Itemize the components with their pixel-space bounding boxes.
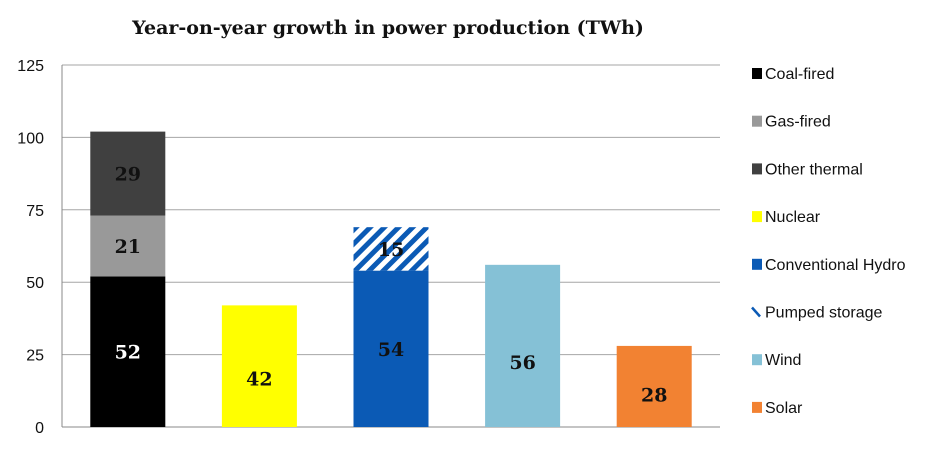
chart-title: Year-on-year growth in power production … <box>131 17 644 39</box>
bar-stack: 52 21 29 <box>90 131 166 427</box>
legend-swatch <box>752 354 762 366</box>
legend-item: Nuclear <box>752 209 821 226</box>
data-label: 56 <box>509 352 535 374</box>
data-label: 54 <box>378 339 404 361</box>
bar-segment <box>353 227 429 271</box>
bar-stack: 54 15 <box>353 227 429 427</box>
legend-label: Wind <box>765 352 801 369</box>
legend-label: Solar <box>765 400 803 417</box>
data-label: 42 <box>246 368 272 390</box>
y-tick-label: 100 <box>17 130 44 147</box>
data-label: 29 <box>115 164 141 186</box>
legend-swatch <box>752 115 762 127</box>
bar-segment <box>90 276 166 427</box>
bar-stack: 28 <box>616 345 692 427</box>
bars: 52 21 29 42 54 15 56 28 <box>90 131 692 427</box>
legend-item: Pumped storage <box>751 305 883 322</box>
legend-label: Nuclear <box>765 209 821 226</box>
legend: Coal-fired Gas-fired Other thermal Nuclear C… <box>751 66 906 417</box>
y-tick-label: 0 <box>35 420 44 437</box>
legend-swatch <box>752 68 762 79</box>
data-label: 15 <box>378 239 404 261</box>
y-tick-label: 25 <box>26 348 44 365</box>
legend-swatch <box>752 258 762 270</box>
bar-segment <box>616 345 692 427</box>
y-tick-label: 50 <box>26 275 44 292</box>
legend-item: Solar <box>752 400 803 417</box>
bar-segment <box>353 270 429 427</box>
legend-swatch <box>752 163 762 175</box>
bar-segment <box>485 264 561 427</box>
y-tick-label: 125 <box>17 58 44 75</box>
legend-label: Conventional Hydro <box>765 257 906 274</box>
y-axis: 0 25 50 75 100 125 <box>17 58 63 437</box>
legend-item: Coal-fired <box>752 66 834 83</box>
legend-swatch <box>752 401 762 413</box>
legend-item: Wind <box>752 352 801 369</box>
bar-stack: 42 <box>221 305 297 427</box>
data-label: 28 <box>641 385 667 407</box>
data-label: 21 <box>115 236 141 258</box>
y-tick-label: 75 <box>26 203 44 220</box>
bar-segment <box>90 215 166 277</box>
data-label: 52 <box>115 342 141 364</box>
legend-swatch <box>751 306 761 318</box>
bar-stack: 56 <box>485 264 561 427</box>
legend-item: Other thermal <box>752 161 863 178</box>
bar-segment <box>221 305 297 427</box>
legend-label: Coal-fired <box>765 66 834 83</box>
legend-label: Gas-fired <box>765 114 831 131</box>
legend-label: Other thermal <box>765 161 863 178</box>
legend-label: Pumped storage <box>765 305 883 322</box>
legend-item: Gas-fired <box>752 114 831 131</box>
legend-item: Conventional Hydro <box>752 257 906 274</box>
bar-segment <box>90 131 166 216</box>
legend-swatch <box>752 211 762 223</box>
